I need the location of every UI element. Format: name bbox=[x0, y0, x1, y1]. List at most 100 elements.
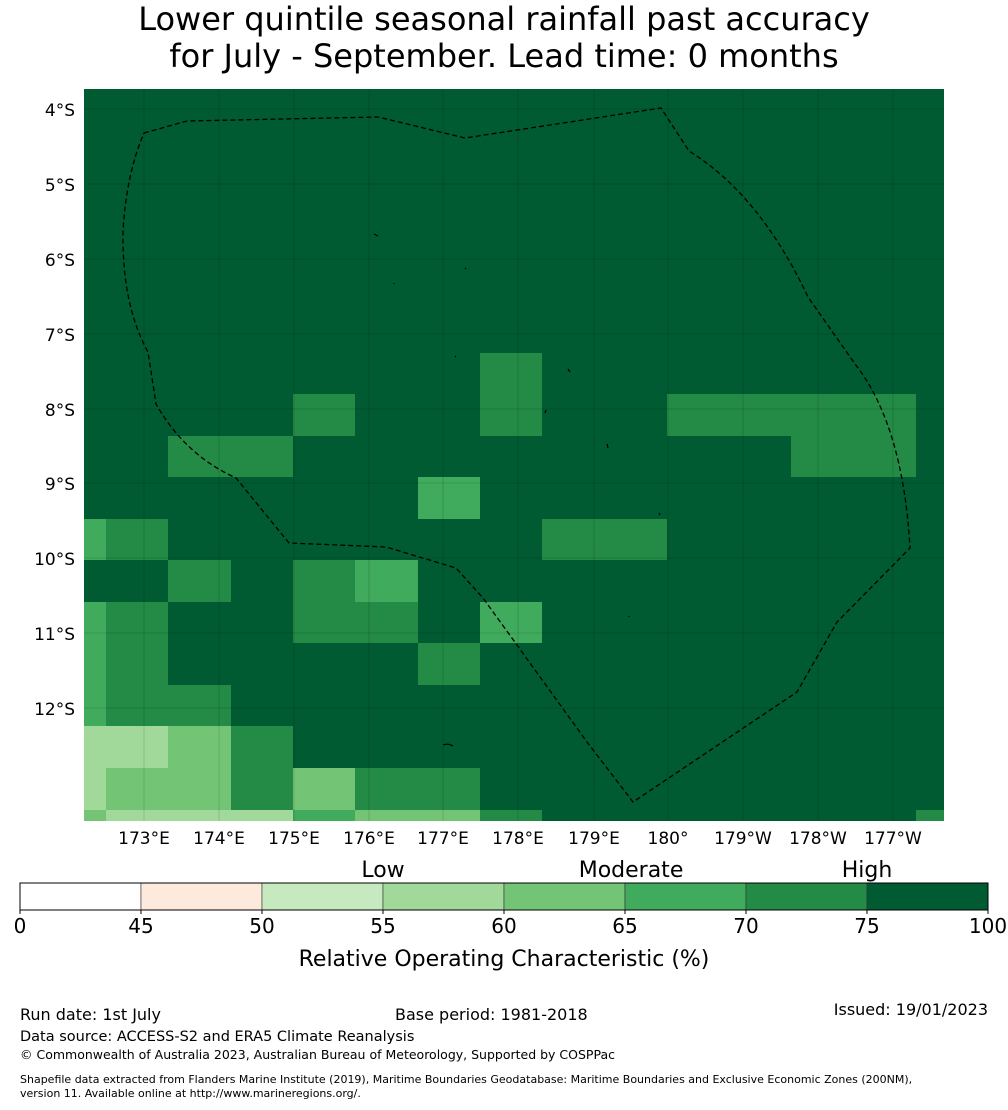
longitude-label: 173°E bbox=[118, 829, 170, 849]
latitude-label: 10°S bbox=[34, 550, 75, 570]
grid-cell bbox=[106, 602, 168, 643]
grid-cell bbox=[168, 726, 231, 768]
grid-cell bbox=[355, 768, 480, 810]
grid-cell bbox=[84, 643, 106, 685]
island-mark bbox=[373, 233, 379, 237]
colorbar-segment bbox=[382, 882, 505, 911]
island-mark bbox=[567, 368, 571, 373]
longitude-label: 174°E bbox=[193, 829, 245, 849]
grid-cell bbox=[84, 519, 106, 560]
longitude-label: 178°W bbox=[789, 829, 847, 849]
grid-cell bbox=[84, 602, 106, 643]
colorbar-label: Relative Operating Characteristic (%) bbox=[299, 947, 710, 972]
grid-cell bbox=[168, 436, 293, 477]
colorbar-segment bbox=[140, 882, 263, 911]
grid-cell bbox=[667, 394, 916, 436]
colorbar-segment bbox=[624, 882, 747, 911]
grid-cell bbox=[355, 810, 480, 821]
latitude-labels: 4°S 5°S 6°S 7°S 8°S 9°S 10°S 11°S 12°S bbox=[34, 101, 75, 720]
latitude-label: 12°S bbox=[34, 700, 75, 720]
colorbar-tick-label: 65 bbox=[612, 914, 637, 938]
title-line-1: Lower quintile seasonal rainfall past ac… bbox=[138, 0, 870, 38]
grid-cell bbox=[106, 519, 168, 560]
island-mark bbox=[658, 512, 661, 516]
colorbar bbox=[19, 882, 989, 911]
grid-cell bbox=[106, 685, 231, 726]
eez-boundary bbox=[122, 107, 911, 803]
latitude-label: 11°S bbox=[34, 625, 75, 645]
latitude-label: 4°S bbox=[45, 101, 75, 121]
category-label: Low bbox=[361, 858, 404, 883]
colorbar-segment bbox=[866, 882, 989, 911]
grid-cell bbox=[916, 810, 944, 821]
grid-cell bbox=[542, 519, 667, 560]
colorbar-segment bbox=[745, 882, 868, 911]
grid-cell bbox=[293, 560, 355, 602]
map-gridlines bbox=[84, 89, 944, 821]
island-mark bbox=[454, 355, 457, 358]
longitude-label: 177°E bbox=[417, 829, 469, 849]
grid-cell bbox=[106, 768, 231, 810]
grid-cell bbox=[231, 726, 293, 768]
grid-cell bbox=[355, 560, 418, 602]
longitude-label: 179°W bbox=[714, 829, 772, 849]
colorbar-tick-label: 100 bbox=[969, 914, 1007, 938]
map-panel: 4°S 5°S 6°S 7°S 8°S 9°S 10°S 11°S 12°S 173°E 174°… bbox=[34, 89, 944, 849]
colorbar-legend: Low Moderate High 0 45 50 55 60 65 70 75 100 Relat… bbox=[14, 858, 1007, 972]
colorbar-tick-label: 75 bbox=[854, 914, 879, 938]
latitude-label: 5°S bbox=[45, 176, 75, 196]
latitude-label: 9°S bbox=[45, 475, 75, 495]
colorbar-segment bbox=[261, 882, 384, 911]
latitude-label: 7°S bbox=[45, 326, 75, 346]
island-mark bbox=[464, 267, 467, 270]
grid-cell bbox=[84, 726, 168, 768]
colorbar-tick-label: 70 bbox=[733, 914, 758, 938]
map-and-legend: 4°S 5°S 6°S 7°S 8°S 9°S 10°S 11°S 12°S 173°E 174°… bbox=[14, 89, 1007, 972]
grid-cell bbox=[480, 602, 542, 643]
grid-cell bbox=[293, 394, 355, 436]
grid-cell bbox=[231, 768, 293, 810]
category-label: High bbox=[842, 858, 893, 883]
colorbar-tick-labels: 0 45 50 55 60 65 70 75 100 bbox=[14, 910, 1007, 938]
grid-cell bbox=[418, 643, 480, 685]
copyright: © Commonwealth of Australia 2023, Austra… bbox=[20, 1047, 615, 1062]
island-mark bbox=[606, 443, 609, 449]
grid-cell bbox=[84, 810, 106, 821]
category-label: Moderate bbox=[579, 858, 684, 883]
grid-cell bbox=[293, 810, 355, 821]
colorbar-tick-label: 50 bbox=[249, 914, 274, 938]
latitude-label: 8°S bbox=[45, 401, 75, 421]
colorbar-segment bbox=[19, 882, 142, 911]
grid-cell bbox=[168, 560, 231, 602]
island-mark bbox=[442, 743, 454, 747]
category-labels: Low Moderate High bbox=[361, 858, 892, 883]
grid-cell bbox=[84, 685, 106, 726]
longitude-label: 176°E bbox=[343, 829, 395, 849]
longitude-labels: 173°E 174°E 175°E 176°E 177°E 178°E 179°E 180° 1… bbox=[118, 829, 922, 849]
colorbar-segment bbox=[503, 882, 626, 911]
shapefile-credit-line-2: version 11. Available online at http://w… bbox=[20, 1087, 361, 1100]
grid-cell bbox=[293, 602, 418, 643]
grid-cell bbox=[480, 353, 542, 436]
colorbar-tick-label: 45 bbox=[128, 914, 153, 938]
base-period: Base period: 1981-2018 bbox=[395, 1005, 588, 1024]
colorbar-tick-label: 60 bbox=[491, 914, 516, 938]
title-line-2: for July - September. Lead time: 0 month… bbox=[169, 37, 839, 75]
colorbar-tick-label: 55 bbox=[370, 914, 395, 938]
grid-cell bbox=[106, 643, 168, 685]
longitude-label: 177°W bbox=[864, 829, 922, 849]
grid-cell bbox=[293, 768, 355, 810]
longitude-label: 179°E bbox=[568, 829, 620, 849]
longitude-label: 180° bbox=[648, 829, 689, 849]
latitude-label: 6°S bbox=[45, 251, 75, 271]
grid-cell bbox=[418, 477, 480, 519]
island-marks bbox=[373, 233, 661, 747]
shapefile-credit-line-1: Shapefile data extracted from Flanders M… bbox=[20, 1073, 913, 1086]
colorbar-tick-label: 0 bbox=[14, 914, 27, 938]
grid-cell bbox=[791, 436, 916, 477]
grid-cell bbox=[480, 810, 542, 821]
longitude-label: 175°E bbox=[268, 829, 320, 849]
grid-cell bbox=[106, 810, 293, 821]
issued-date: Issued: 19/01/2023 bbox=[833, 1000, 988, 1019]
run-date: Run date: 1st July bbox=[20, 1005, 161, 1024]
